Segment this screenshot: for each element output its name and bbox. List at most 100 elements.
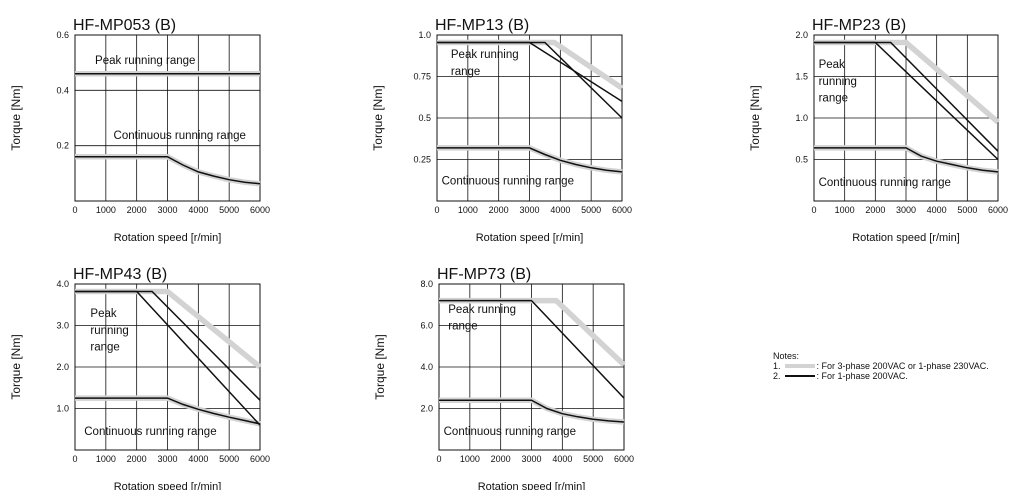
region-label: running — [90, 325, 128, 337]
x-tick-label: 1000 — [96, 454, 116, 464]
y-tick-label: 2.0 — [795, 30, 808, 40]
x-tick-label: 5000 — [583, 454, 603, 464]
chart-title: HF-MP053 (B) — [73, 17, 176, 34]
x-tick-label: 5000 — [957, 205, 977, 215]
x-tick-label: 4000 — [188, 454, 208, 464]
x-tick-label: 1000 — [460, 454, 480, 464]
series-line-1phase-200vac — [814, 147, 999, 173]
chart-1: Peak running range Continuous running ran… — [9, 17, 270, 244]
y-tick-label: 6.0 — [420, 321, 433, 331]
series-line-1phase-200vac — [439, 399, 625, 423]
region-label: range — [90, 341, 119, 353]
region-label: Peak running — [448, 304, 516, 316]
x-tick-label: 4000 — [550, 205, 570, 215]
x-tick-label: 5000 — [219, 205, 239, 215]
x-axis-label: Rotation speed [r/min] — [476, 232, 584, 244]
y-tick-label: 8.0 — [420, 279, 433, 289]
chart-5: Peak running range Continuous running rang… — [373, 266, 634, 490]
x-tick-label: 6000 — [250, 205, 270, 215]
plot-frame — [813, 34, 999, 202]
region-label: running — [819, 76, 857, 88]
region-label: range — [451, 66, 480, 78]
series-line-1phase-200vac — [437, 147, 623, 173]
y-tick-label: 2.0 — [420, 404, 433, 414]
x-tick-label: 3000 — [896, 205, 916, 215]
region-label: Peak — [90, 308, 116, 320]
y-tick-label: 0.5 — [795, 155, 808, 165]
y-tick-label: 3.0 — [56, 321, 69, 331]
x-tick-label: 0 — [811, 205, 816, 215]
black-line-swatch — [784, 375, 815, 377]
x-tick-label: 2000 — [491, 454, 511, 464]
series-line-1phase-200vac — [75, 155, 261, 185]
region-label: Continuous running range — [442, 175, 574, 187]
y-axis-label: Torque [Nm] — [748, 85, 762, 150]
chart-4: Peak running range Continuous running range… — [9, 266, 270, 490]
x-tick-label: 0 — [434, 205, 439, 215]
y-axis-label: Torque [Nm] — [371, 85, 385, 150]
x-tick-label: 3000 — [519, 205, 539, 215]
region-label: Continuous running range — [444, 426, 576, 438]
x-tick-label: 4000 — [552, 454, 572, 464]
y-tick-label: 4.0 — [420, 362, 433, 372]
x-tick-label: 1000 — [835, 205, 855, 215]
x-tick-label: 6000 — [614, 454, 634, 464]
chart-3: Peak running range Continuous running range… — [748, 17, 1008, 244]
notes-item-2: 2. : For 1-phase 200VAC. — [773, 371, 989, 381]
region-label: Continuous running range — [84, 426, 216, 438]
x-tick-label: 2000 — [127, 454, 147, 464]
notes-item-2-number: 2. — [773, 371, 781, 381]
y-tick-label: 4.0 — [56, 279, 69, 289]
series-line-1phase-200vac — [75, 290, 261, 401]
region-label: Continuous running range — [819, 177, 951, 189]
notes-legend: Notes: 1. : For 3-phase 200VAC or 1-phas… — [773, 351, 989, 381]
x-tick-label: 6000 — [250, 454, 270, 464]
region-label: range — [819, 92, 848, 104]
region-label: Peak running — [451, 49, 519, 61]
y-tick-label: 0.75 — [413, 72, 431, 82]
y-axis-label: Torque [Nm] — [9, 334, 23, 399]
y-tick-label: 0.2 — [56, 141, 69, 151]
x-tick-label: 0 — [72, 205, 77, 215]
y-tick-label: 0.25 — [413, 155, 431, 165]
y-axis-label: Torque [Nm] — [373, 334, 387, 399]
x-tick-label: 1000 — [96, 205, 116, 215]
x-tick-label: 2000 — [865, 205, 885, 215]
chart-title: HF-MP13 (B) — [435, 17, 529, 34]
x-axis-label: Rotation speed [r/min] — [114, 481, 222, 490]
region-label: Peak — [819, 59, 845, 71]
y-axis-label: Torque [Nm] — [9, 85, 23, 150]
y-tick-label: 1.5 — [795, 72, 808, 82]
plot-frame — [438, 283, 625, 451]
notes-item-2-text: : For 1-phase 200VAC. — [816, 371, 908, 381]
series-line-1phase-200vac — [439, 299, 625, 399]
series-line-1phase-200vac — [437, 41, 623, 119]
y-tick-label: 1.0 — [418, 30, 431, 40]
x-tick-label: 5000 — [581, 205, 601, 215]
series-line-1phase-200vac — [814, 41, 999, 152]
x-tick-label: 2000 — [489, 205, 509, 215]
chart-title: HF-MP73 (B) — [437, 266, 531, 283]
x-axis-label: Rotation speed [r/min] — [478, 481, 586, 490]
notes-item-1-text: : For 3-phase 200VAC or 1-phase 230VAC. — [816, 361, 989, 371]
y-tick-label: 0.4 — [56, 85, 69, 95]
x-tick-label: 4000 — [188, 205, 208, 215]
y-tick-label: 1.0 — [795, 113, 808, 123]
y-tick-label: 2.0 — [56, 362, 69, 372]
notes-title: Notes: — [773, 351, 800, 361]
x-tick-label: 5000 — [219, 454, 239, 464]
x-tick-label: 0 — [72, 454, 77, 464]
x-tick-label: 1000 — [458, 205, 478, 215]
y-tick-label: 0.5 — [418, 113, 431, 123]
x-tick-label: 3000 — [157, 454, 177, 464]
series-line-1phase-200vac — [75, 397, 261, 425]
notes-item-1: 1. : For 3-phase 200VAC or 1-phase 230VA… — [773, 361, 989, 371]
x-tick-label: 2000 — [127, 205, 147, 215]
x-tick-label: 6000 — [612, 205, 632, 215]
region-label: range — [448, 321, 477, 333]
x-axis-label: Rotation speed [r/min] — [852, 232, 960, 244]
x-tick-label: 6000 — [988, 205, 1008, 215]
gray-line-swatch — [784, 364, 815, 368]
y-tick-label: 0.6 — [56, 30, 69, 40]
